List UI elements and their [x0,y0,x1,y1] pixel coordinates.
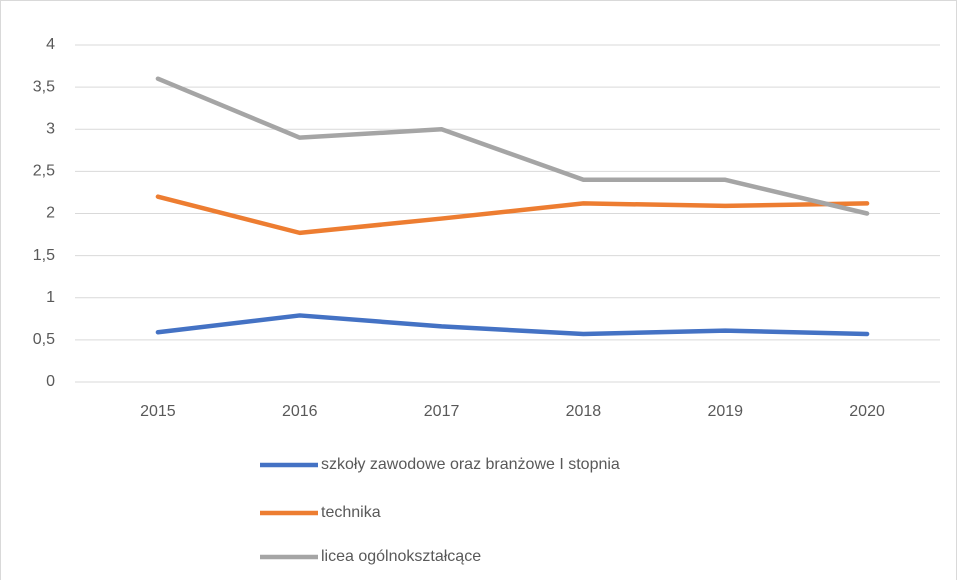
y-tick-label: 0,5 [33,331,55,348]
y-tick-label: 4 [46,36,55,53]
legend-label: szkoły zawodowe oraz branżowe I stopnia [321,456,620,473]
x-tick-label: 2020 [849,403,885,420]
line-series [155,313,870,337]
line-series [155,76,870,216]
y-tick-label: 2 [46,205,55,222]
x-tick-label: 2019 [707,403,743,420]
y-tick-label: 2,5 [33,163,55,180]
x-tick-label: 2016 [282,403,318,420]
y-tick-label: 0 [46,373,55,390]
line-series [155,194,870,236]
y-tick-label: 3,5 [33,78,55,95]
y-tick-label: 3 [46,120,55,137]
x-tick-label: 2015 [140,403,176,420]
y-tick-label: 1,5 [33,247,55,264]
legend-label: licea ogólnokształcące [321,548,481,565]
x-tick-label: 2017 [424,403,460,420]
legend-label: technika [321,504,381,521]
y-tick-label: 1 [46,289,55,306]
x-tick-label: 2018 [566,403,602,420]
